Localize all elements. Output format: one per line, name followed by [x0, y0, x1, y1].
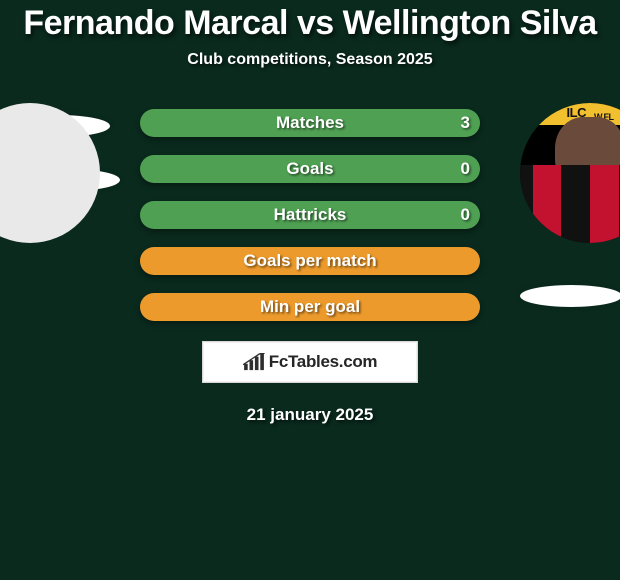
title-player1: Fernando Marcal	[23, 4, 288, 42]
title-player2: Wellington Silva	[343, 4, 597, 42]
photo-jersey-shape	[520, 165, 620, 243]
stat-bar-label: Matches	[140, 109, 480, 137]
comparison-title: Fernando Marcal vs Wellington Silva	[0, 0, 620, 43]
brand-box: FcTables.com	[202, 341, 418, 383]
stat-bar-label: Goals per match	[140, 247, 480, 275]
stat-bar: Hattricks0	[140, 201, 480, 229]
stat-bar-value-right: 3	[461, 109, 470, 137]
stat-bar: Goals per match	[140, 247, 480, 275]
stat-bar-label: Min per goal	[140, 293, 480, 321]
brand-text: FcTables.com	[269, 352, 378, 372]
oval-shape	[520, 285, 620, 307]
date-line: 21 january 2025	[0, 405, 620, 425]
stat-bar-value-right: 0	[461, 201, 470, 229]
title-vs: vs	[297, 4, 334, 42]
stat-bar-label: Hattricks	[140, 201, 480, 229]
stat-bar: Min per goal	[140, 293, 480, 321]
stat-bar-label: Goals	[140, 155, 480, 183]
subtitle: Club competitions, Season 2025	[0, 51, 620, 69]
stat-bar: Goals0	[140, 155, 480, 183]
stat-bar: Matches3	[140, 109, 480, 137]
stat-bars: Matches3Goals0Hattricks0Goals per matchM…	[140, 109, 480, 339]
stats-area: ILC W.FL Matches3Goals0Hattricks0Goals p…	[0, 109, 620, 339]
stat-bar-value-right: 0	[461, 155, 470, 183]
bar-chart-icon	[243, 353, 265, 371]
player-photo-right: ILC W.FL	[520, 103, 620, 243]
